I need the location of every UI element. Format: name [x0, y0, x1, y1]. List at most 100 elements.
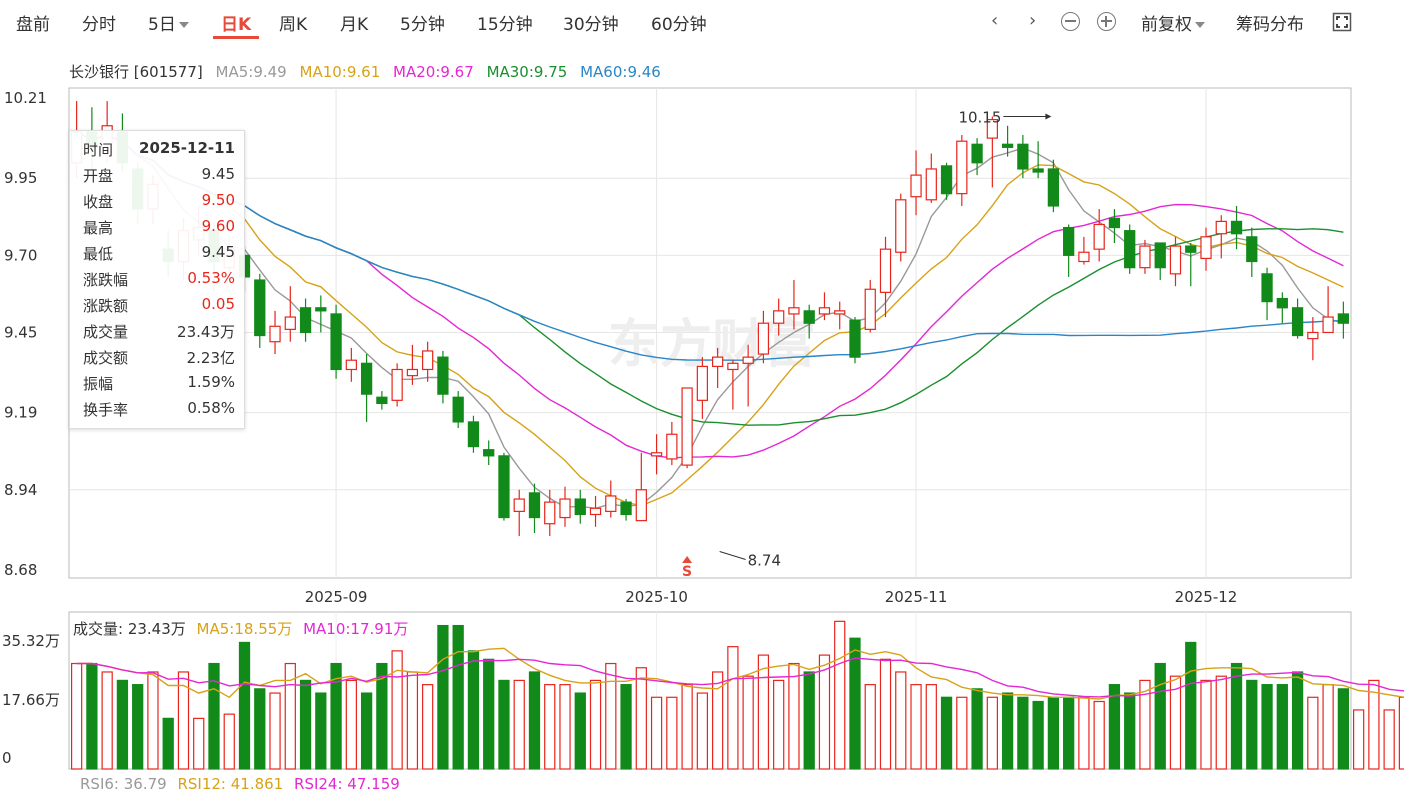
tooltip-row: 最高 9.60: [83, 217, 235, 237]
candle-body: [818, 307, 831, 315]
low-price-label: 8.74: [748, 551, 781, 569]
volume-bar: [849, 637, 861, 770]
candle-body: [727, 362, 739, 371]
y-tick-label: 10.21: [4, 89, 47, 107]
candle-body: [254, 279, 266, 337]
tab-5min[interactable]: 5分钟: [400, 15, 445, 35]
volume-bar: [101, 671, 113, 770]
tooltip-row: 换手率 0.58%: [83, 399, 235, 419]
high-arrow-head: [1045, 113, 1052, 120]
tab-15min[interactable]: 15分钟: [477, 15, 533, 35]
fullscreen-icon[interactable]: [1332, 12, 1352, 32]
volume-bar: [803, 671, 815, 770]
volume-bar: [162, 717, 174, 770]
volume-bar: [818, 654, 831, 770]
candle-body: [1139, 245, 1151, 269]
candle-body: [299, 307, 312, 334]
ma10-label: MA10:9.61: [299, 63, 381, 81]
adjust-mode-select[interactable]: 前复权: [1141, 10, 1205, 35]
chip-distribution-button[interactable]: 筹码分布: [1236, 15, 1304, 35]
candle-body: [1200, 236, 1212, 260]
volume-bar: [589, 679, 602, 770]
candle-body: [1307, 331, 1319, 340]
tooltip-row: 成交量 23.43万: [83, 321, 235, 341]
tab-60min[interactable]: 60分钟: [651, 15, 707, 35]
tooltip-value: 1.59%: [187, 373, 235, 391]
tab-premarket[interactable]: 盘前: [16, 15, 50, 35]
candle-body: [1230, 220, 1243, 235]
candle-body: [1078, 251, 1090, 263]
chevron-left-icon[interactable]: ‹: [991, 10, 999, 31]
candle-body: [956, 140, 968, 195]
volume-bar: [254, 688, 266, 770]
volume-bar: [956, 696, 968, 770]
high-price-label: 10.15: [958, 109, 1001, 127]
volume-bar: [147, 671, 159, 770]
tab-weekly-k[interactable]: 周K: [279, 15, 308, 35]
tab-intraday[interactable]: 分时: [82, 15, 116, 35]
tab-5day-label: 5日: [148, 15, 176, 35]
candle-body: [834, 310, 846, 315]
candle-body: [895, 199, 907, 253]
candle-body: [650, 452, 663, 457]
zoom-in-icon[interactable]: [1097, 12, 1116, 31]
volume-y-tick-label: 17.66万: [2, 691, 60, 709]
candle-body: [498, 455, 510, 519]
candle-body: [376, 396, 388, 405]
candle-body: [986, 118, 998, 139]
candle-body: [391, 368, 403, 401]
volume-bar: [86, 662, 98, 770]
volume-legend: 成交量: 23.43万 MA5:18.55万 MA10:17.91万: [73, 618, 414, 639]
candle-body: [467, 421, 480, 448]
candle-body: [925, 168, 937, 201]
volume-bar: [467, 650, 480, 770]
chevron-right-icon[interactable]: ›: [1029, 10, 1037, 31]
tab-monthly-k[interactable]: 月K: [340, 15, 369, 35]
volume-bar: [1352, 709, 1365, 770]
tooltip-value: 9.45: [201, 243, 235, 261]
tooltip-value: 2.23亿: [186, 349, 235, 367]
tab-5day[interactable]: 5日: [148, 10, 189, 35]
candle-body: [1261, 273, 1273, 303]
zoom-out-icon[interactable]: [1061, 12, 1080, 31]
candle-body: [1291, 307, 1304, 337]
volume-bar: [1093, 700, 1105, 770]
candle-body: [605, 495, 617, 512]
candle-body: [483, 449, 495, 457]
candle-body: [757, 322, 770, 355]
candle-body: [1108, 217, 1121, 229]
candle-body: [1154, 242, 1166, 269]
candle-body: [528, 492, 541, 519]
volume-bar: [1047, 696, 1060, 770]
volume-bar: [513, 679, 525, 770]
volume-bar: [864, 684, 876, 770]
volume-bar: [452, 624, 464, 770]
volume-bar: [528, 671, 541, 770]
volume-bar: [498, 679, 510, 770]
tooltip-row: 振幅 1.59%: [83, 373, 235, 393]
volume-bar: [910, 684, 922, 770]
candle-body: [1047, 168, 1060, 207]
volume-bar: [879, 658, 892, 770]
tab-daily-k[interactable]: 日K: [221, 15, 252, 35]
volume-bar: [635, 667, 647, 770]
candle-body: [559, 498, 571, 519]
candle-body: [406, 368, 419, 377]
candle-body: [437, 356, 449, 395]
candle-body: [940, 165, 953, 195]
tab-30min[interactable]: 30分钟: [563, 15, 619, 35]
candle-body: [513, 498, 525, 512]
volume-bar: [574, 692, 586, 770]
volume-bar: [391, 650, 403, 770]
tooltip-value: 2025-12-11: [139, 139, 235, 157]
tooltip-key: 收盘: [83, 193, 114, 211]
tooltip-key: 涨跌额: [83, 297, 129, 315]
candle-body: [589, 507, 602, 516]
volume-label: 成交量: 23.43万: [73, 620, 186, 638]
volume-bar: [1154, 662, 1166, 770]
candle-body: [315, 307, 327, 312]
candle-body: [1001, 143, 1014, 148]
candle-body: [544, 501, 556, 525]
tooltip-value: 9.60: [201, 217, 235, 235]
